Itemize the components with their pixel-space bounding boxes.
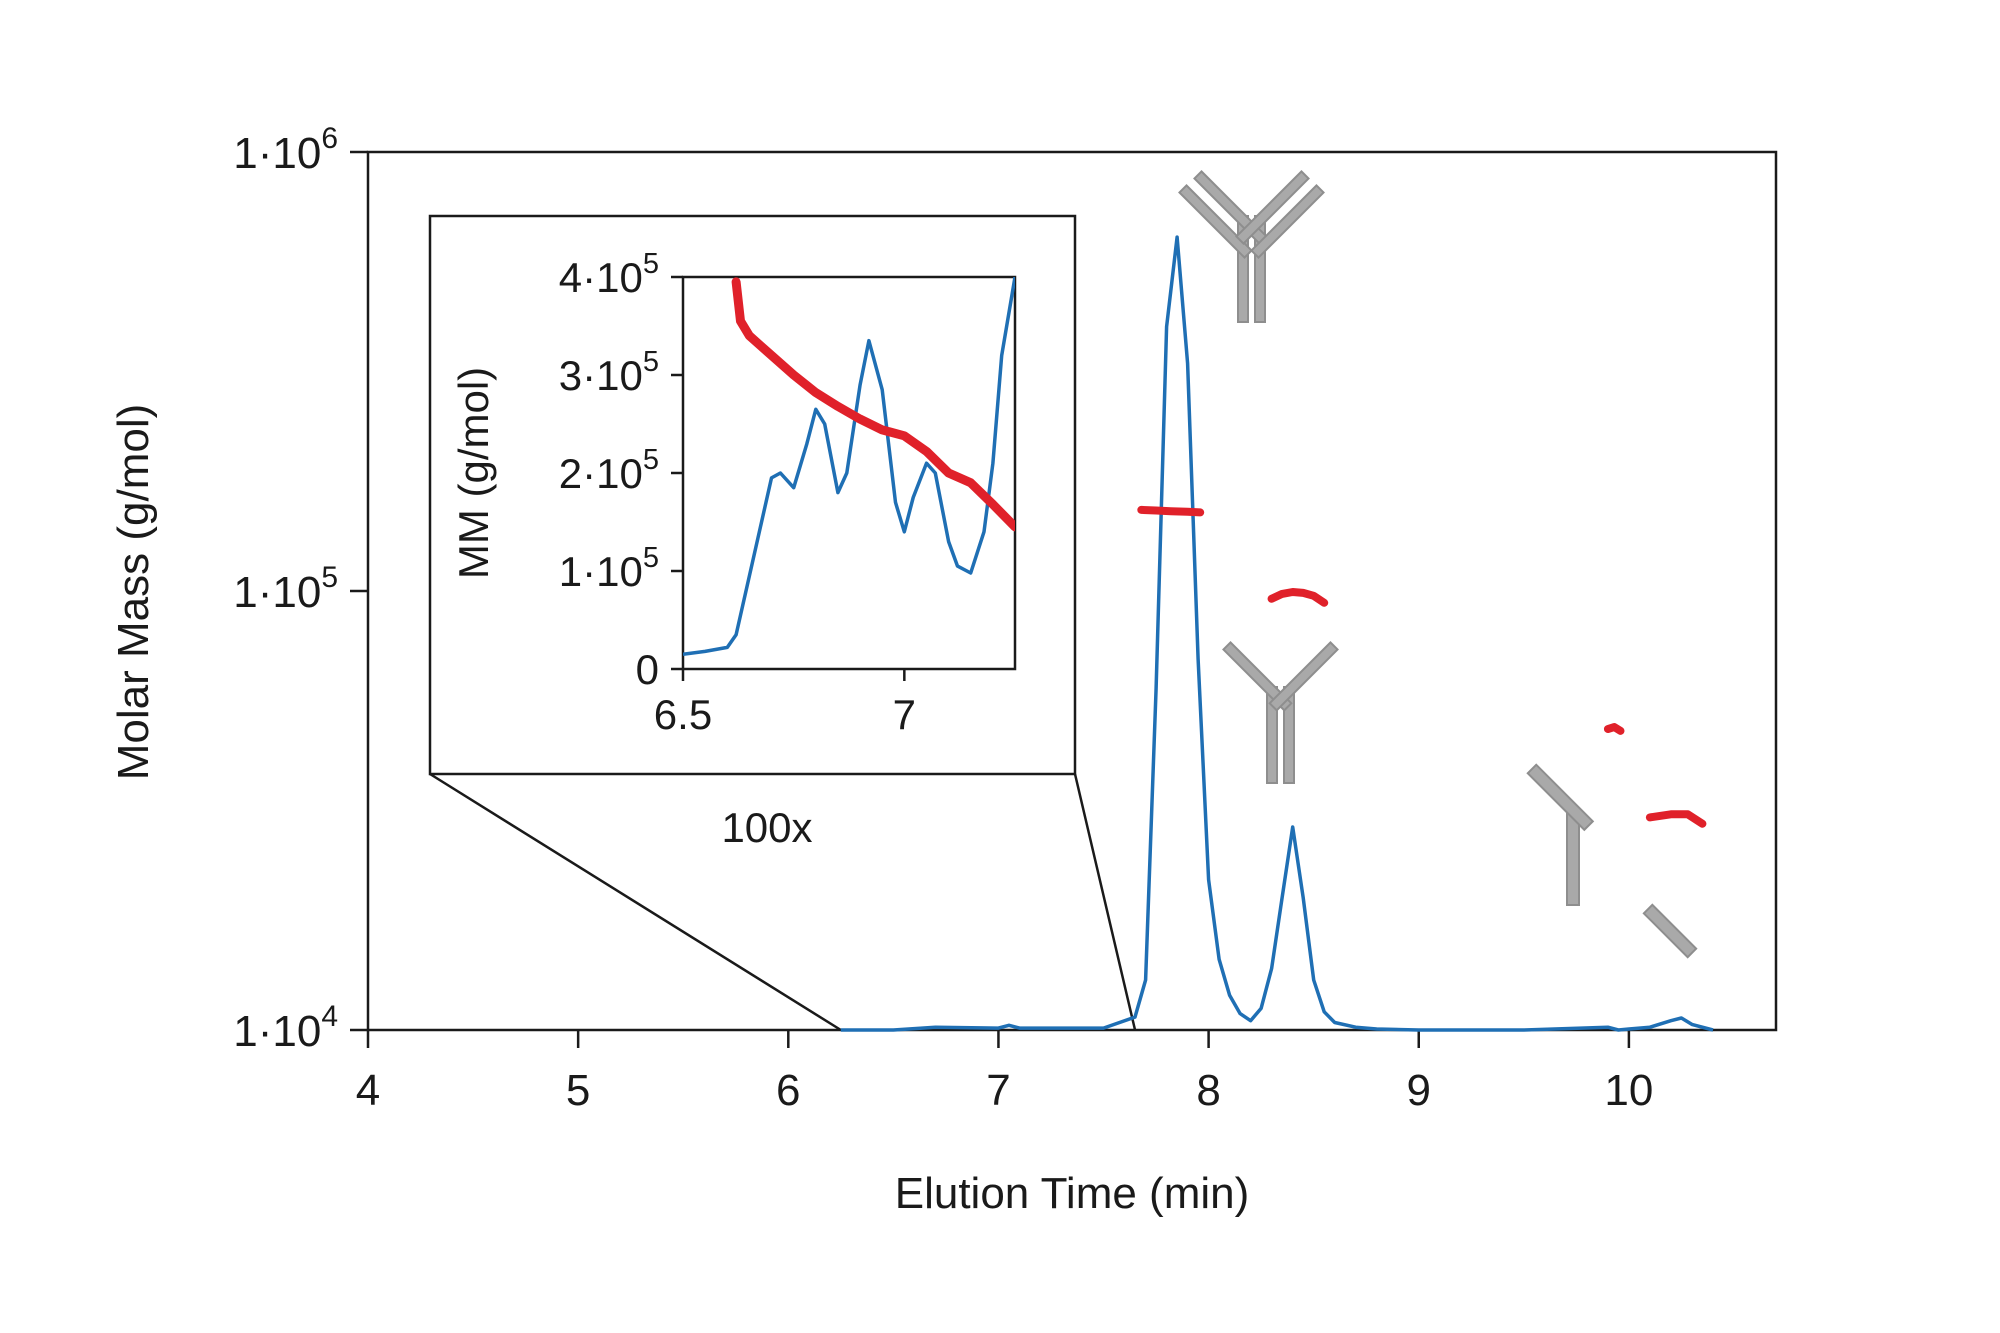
heavy-chain-icon <box>1526 763 1595 906</box>
main-x-tick-label: 10 <box>1604 1066 1653 1115</box>
molar-mass-segment <box>1267 588 1329 607</box>
main-plot-area <box>840 235 1714 1032</box>
inset-y-tick-label: 0 <box>636 646 659 693</box>
main-y-tick-label: 1·106 <box>233 122 338 178</box>
inset-frame <box>428 214 1077 776</box>
inset-x-tick-label: 6.5 <box>654 691 712 738</box>
inset-y-tick-label: 4·105 <box>559 248 659 301</box>
main-y-tick-label: 1·104 <box>233 1000 338 1056</box>
inset-y-tick-label: 1·105 <box>559 542 659 595</box>
inset-plot-area <box>683 277 1015 657</box>
main-y-axis-title: Molar Mass (g/mol) <box>109 404 158 781</box>
main-x-tick-label: 6 <box>776 1066 800 1115</box>
main-x-tick-label: 7 <box>986 1066 1010 1115</box>
main-x-axis: 4 5 6 7 8 9 10 <box>356 1030 1653 1115</box>
inset-signal-trace <box>683 277 1015 657</box>
inset-molar-mass-trace <box>731 277 1015 532</box>
inset-y-axis-title: MM (g/mol) <box>450 367 497 579</box>
molar-mass-segment <box>1603 723 1625 735</box>
zoom-connector-right <box>1073 773 1137 1031</box>
inset-y-axis: 0 1·105 2·105 3·105 4·105 <box>559 248 683 693</box>
molar-mass-segment <box>1645 810 1707 828</box>
zoom-connectors <box>429 772 1137 1032</box>
main-x-tick-label: 9 <box>1407 1066 1431 1115</box>
main-x-tick-label: 5 <box>566 1066 590 1115</box>
zoom-connector-left <box>429 772 842 1032</box>
inset-x-tick-label: 7 <box>893 691 916 738</box>
main-y-axis: 1·104 1·105 1·106 <box>233 122 368 1056</box>
antibody-fragment-icon <box>1222 641 1339 784</box>
inset-y-tick-label: 2·105 <box>559 444 659 497</box>
main-signal-trace <box>840 235 1714 1032</box>
inset-x-axis: 6.5 7 <box>654 669 916 738</box>
inset-y-tick-label: 3·105 <box>559 346 659 399</box>
magnification-label: 100x <box>721 804 812 851</box>
molar-mass-segment <box>1137 505 1205 517</box>
main-x-tick-label: 8 <box>1196 1066 1220 1115</box>
antibody-monomer-icon <box>1178 170 1325 323</box>
main-y-tick-label: 1·105 <box>233 561 338 617</box>
main-x-tick-label: 4 <box>356 1066 380 1115</box>
light-chain-icon <box>1642 903 1698 959</box>
main-x-axis-title: Elution Time (min) <box>895 1169 1250 1218</box>
